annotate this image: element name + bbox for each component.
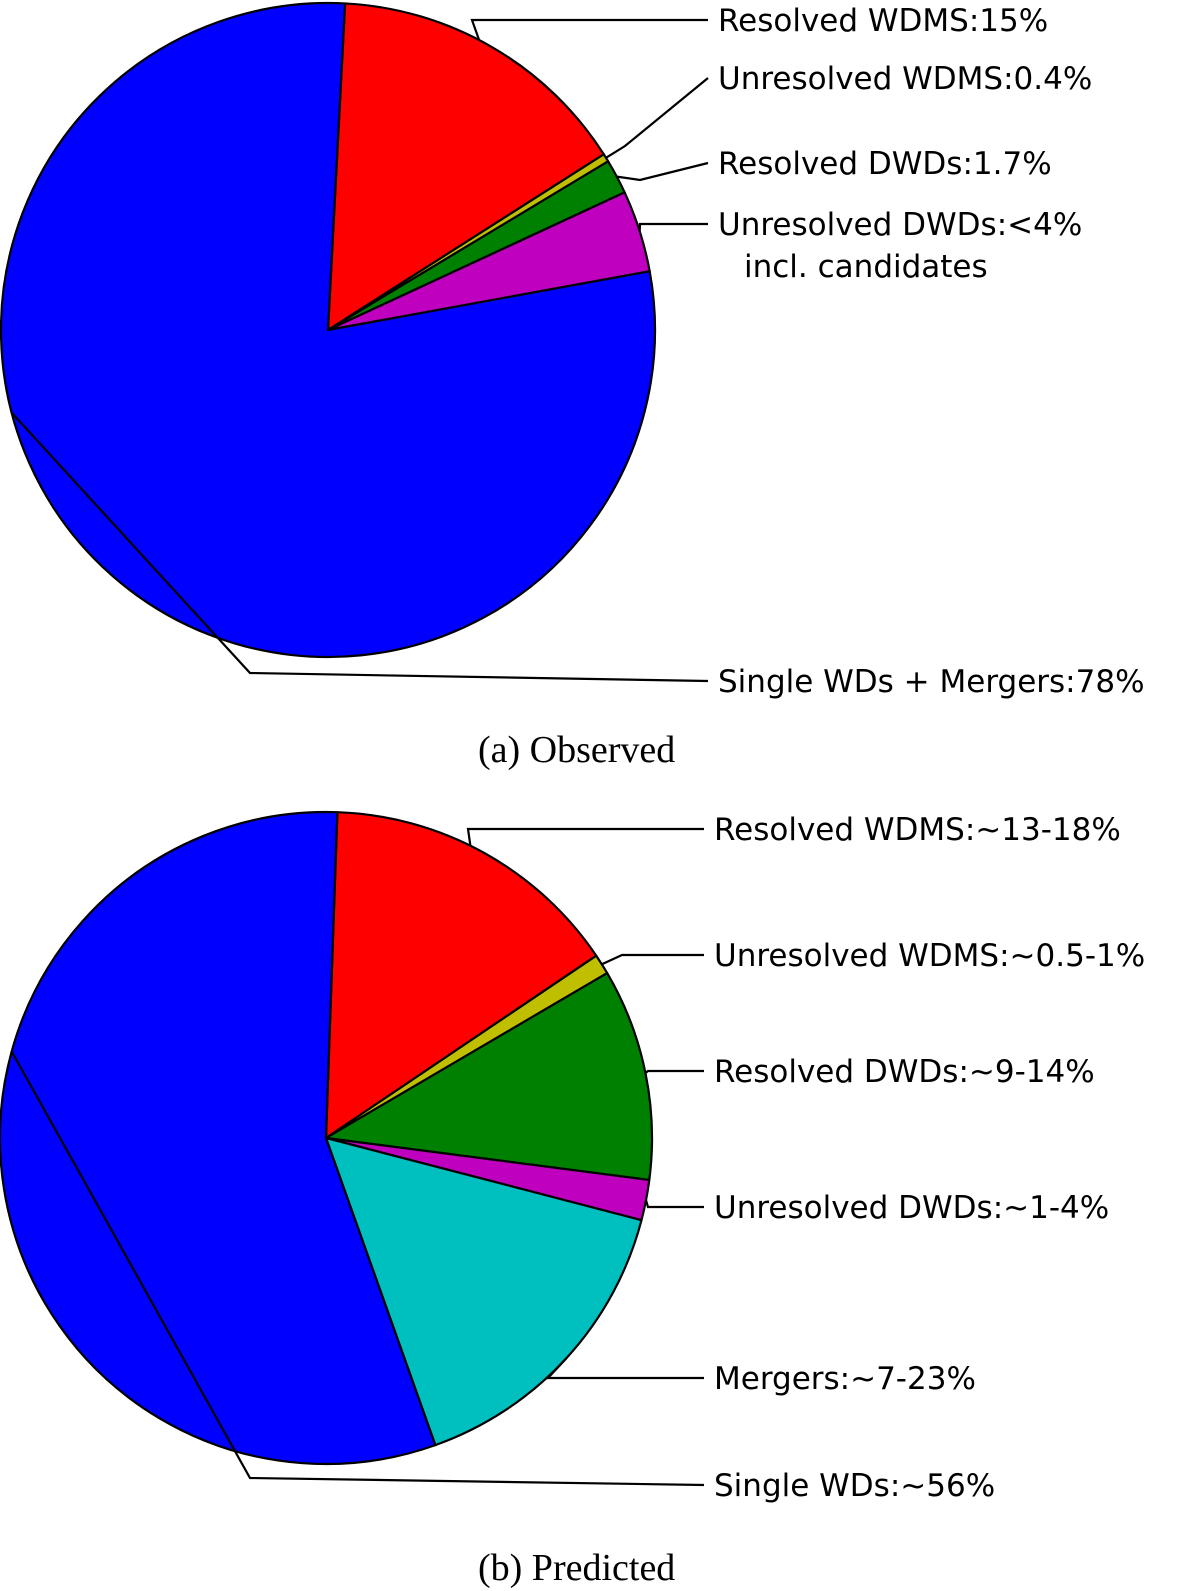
- slice-label: Unresolved WDMS:0.4%: [718, 61, 1092, 97]
- slice-label: Unresolved DWDs:~1-4%: [714, 1190, 1109, 1226]
- leader-line: [606, 78, 708, 158]
- slice-label: Unresolved WDMS:~0.5-1%: [714, 938, 1145, 974]
- pie-chart-observed: Resolved WDMS:15% Unresolved WDMS:0.4% Res…: [1, 3, 1145, 700]
- slice-label: Resolved WDMS:15%: [718, 3, 1048, 39]
- leader-line: [548, 1358, 704, 1378]
- slice-label-line2: incl. candidates: [744, 249, 988, 285]
- pie-chart-predicted: Resolved WDMS:~13-18% Unresolved WDMS:~0.…: [0, 812, 1145, 1504]
- leader-line: [472, 20, 708, 40]
- slice-label: Single WDs:~56%: [714, 1468, 995, 1504]
- leader-line: [602, 955, 704, 964]
- slice-label: Resolved DWDs:~9-14%: [714, 1054, 1095, 1090]
- leader-line: [646, 1200, 704, 1207]
- slice-label: Mergers:~7-23%: [714, 1361, 976, 1397]
- slice-label: Resolved WDMS:~13-18%: [714, 812, 1121, 848]
- slice-label: Unresolved DWDs:<4%: [718, 207, 1082, 243]
- leader-line: [640, 224, 708, 231]
- slice-label: Single WDs + Mergers:78%: [718, 664, 1145, 700]
- caption-predicted: (b) Predicted: [478, 1547, 675, 1589]
- slice-label: Resolved DWDs:1.7%: [718, 146, 1052, 182]
- leader-line: [646, 1071, 705, 1073]
- caption-observed: (a) Observed: [478, 729, 675, 771]
- leader-line: [617, 163, 708, 180]
- leader-line: [468, 829, 704, 846]
